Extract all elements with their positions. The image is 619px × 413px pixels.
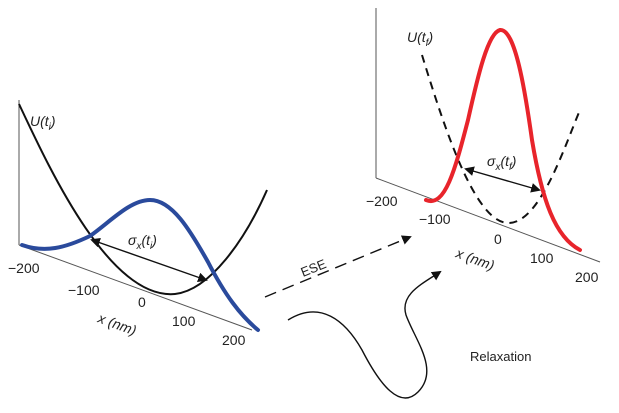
left-tick-label: −100 <box>68 282 100 298</box>
right-potential-curve <box>421 54 581 225</box>
right-tick-label: −100 <box>419 211 451 227</box>
left-tick-label: 200 <box>222 332 246 348</box>
relaxation-label: Relaxation <box>470 349 531 364</box>
right-width-label: σx(tf) <box>487 153 516 173</box>
left-tick-label: 0 <box>138 294 146 310</box>
left-potential-curve <box>18 103 268 296</box>
left-width-arrow <box>90 237 208 283</box>
ese-arrow <box>264 235 412 298</box>
left-tick-label: −200 <box>8 260 40 276</box>
left-potential-label: U(ti) <box>30 113 56 133</box>
right-potential-label: U(tf) <box>407 29 433 49</box>
left-x-axis-label: x (nm) <box>95 309 139 338</box>
right-tick-label: 200 <box>575 269 599 285</box>
right-x-axis <box>375 177 601 263</box>
left-tick-label: 100 <box>172 313 196 329</box>
right-panel: U(tf) σx(tf) −200 −100 0 100 200 x (nm) <box>366 8 601 285</box>
right-wavepacket-curve <box>424 28 582 252</box>
right-x-axis-label: x (nm) <box>453 244 497 273</box>
transitions: ESE Relaxation <box>264 235 531 399</box>
right-tick-label: 100 <box>530 250 554 266</box>
left-width-label: σx(ti) <box>128 232 157 252</box>
left-panel: U(ti) σx(ti) −200 −100 0 100 200 x (nm) <box>8 100 268 348</box>
left-wavepacket-curve <box>20 197 260 332</box>
right-tick-label: 0 <box>494 231 502 247</box>
right-tick-label: −200 <box>366 193 398 209</box>
left-x-axis <box>18 244 253 331</box>
ese-label: ESE <box>299 256 329 280</box>
relaxation-arrow <box>287 270 442 399</box>
right-width-arrow <box>464 166 541 193</box>
